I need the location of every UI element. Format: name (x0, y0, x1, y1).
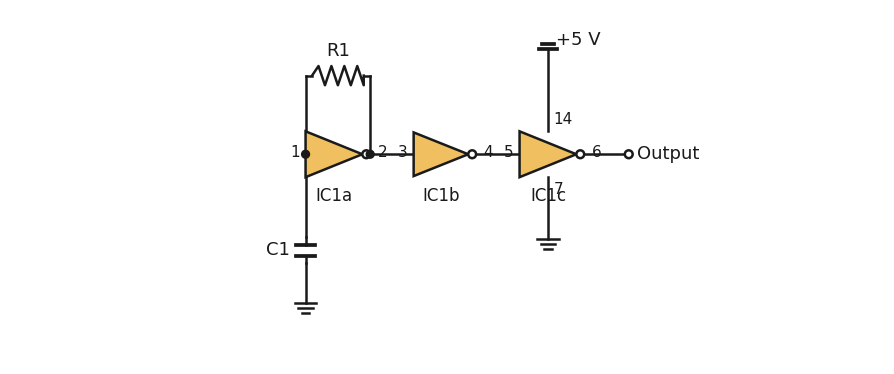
Text: IC1b: IC1b (422, 187, 460, 205)
Circle shape (576, 150, 584, 158)
Circle shape (624, 150, 632, 158)
Text: 6: 6 (591, 145, 601, 160)
Text: Output: Output (636, 145, 698, 163)
Circle shape (366, 150, 374, 158)
Text: R1: R1 (325, 42, 350, 60)
Text: IC1c: IC1c (529, 187, 565, 205)
Text: 3: 3 (398, 145, 408, 160)
Text: 14: 14 (553, 112, 572, 127)
Text: 1: 1 (290, 145, 299, 160)
Text: 2: 2 (377, 145, 387, 160)
Circle shape (301, 150, 309, 158)
Text: C1: C1 (266, 241, 290, 259)
Polygon shape (413, 132, 468, 176)
Text: +5 V: +5 V (555, 31, 600, 49)
Circle shape (468, 150, 476, 158)
Text: 5: 5 (503, 145, 513, 160)
Polygon shape (305, 131, 362, 177)
Text: 4: 4 (483, 145, 493, 160)
Text: 7: 7 (553, 181, 562, 197)
Circle shape (362, 150, 370, 158)
Polygon shape (519, 131, 576, 177)
Text: IC1a: IC1a (315, 187, 352, 205)
